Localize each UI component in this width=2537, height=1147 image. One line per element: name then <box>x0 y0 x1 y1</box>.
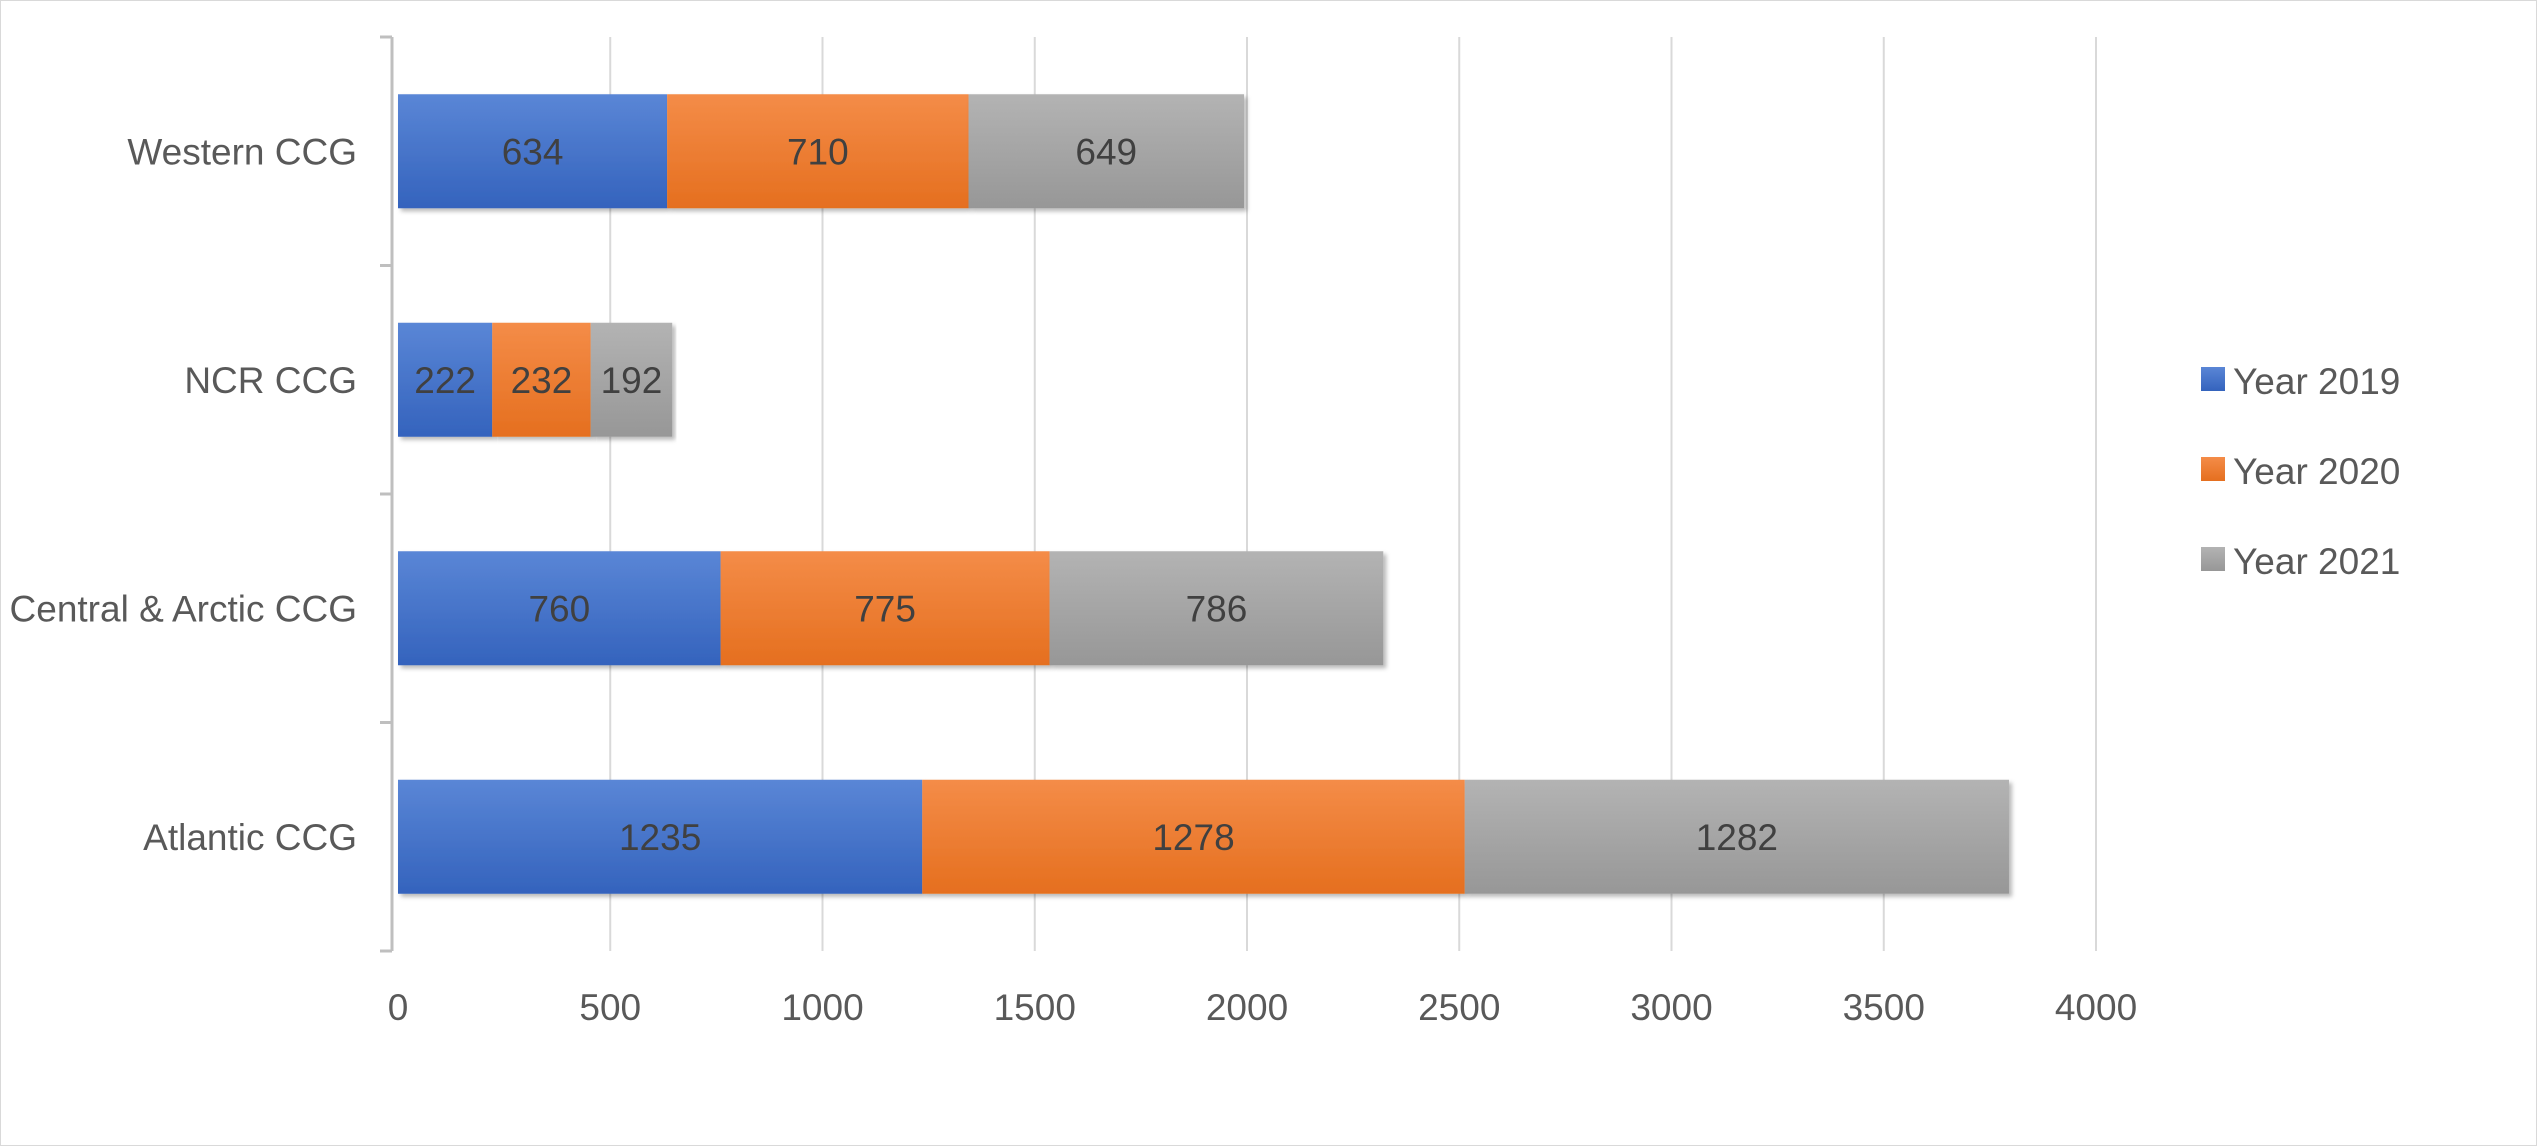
data-labels: 1235 1278 1282 760 775 786 222 232 192 634 710 649 <box>414 131 1778 858</box>
bar-segment[interactable] <box>968 94 1245 209</box>
legend-swatch <box>2201 367 2225 391</box>
data-label: 710 <box>787 131 849 172</box>
data-label: 649 <box>1075 131 1137 172</box>
data-label: 775 <box>854 588 916 629</box>
legend-label: Year 2020 <box>2233 451 2400 492</box>
data-label: 1282 <box>1696 817 1778 858</box>
bar-segment[interactable] <box>398 551 721 666</box>
x-axis-tick-labels: 0 500 1000 1500 2000 2500 3000 3500 4000 <box>388 987 2137 1028</box>
x-tick-label: 3000 <box>1630 987 1712 1028</box>
data-label: 232 <box>511 360 573 401</box>
bar-segment[interactable] <box>720 551 1050 666</box>
x-tick-label: 500 <box>579 987 641 1028</box>
category-label: Central & Arctic CCG <box>10 588 357 629</box>
bar-segment[interactable] <box>398 94 668 209</box>
data-label: 786 <box>1186 588 1248 629</box>
data-label: 634 <box>502 131 564 172</box>
data-label: 760 <box>528 588 590 629</box>
bar-segment[interactable] <box>922 779 1465 894</box>
x-tick-label: 3500 <box>1843 987 1925 1028</box>
category-axis <box>380 35 394 953</box>
data-label: 192 <box>601 360 663 401</box>
bar-segment[interactable] <box>590 322 673 437</box>
category-label: Western CCG <box>127 131 357 172</box>
x-tick-label: 4000 <box>2055 987 2137 1028</box>
bar-segment[interactable] <box>398 779 923 894</box>
bar-segment[interactable] <box>398 322 493 437</box>
data-label: 1235 <box>619 817 701 858</box>
category-label: Atlantic CCG <box>143 817 357 858</box>
bar-segment[interactable] <box>1464 779 2009 894</box>
legend-label: Year 2019 <box>2233 361 2400 402</box>
category-label: NCR CCG <box>184 360 357 401</box>
bars <box>398 94 2009 894</box>
x-tick-label: 1500 <box>994 987 1076 1028</box>
category-labels: Atlantic CCG Central & Arctic CCG NCR CCG W… <box>10 131 357 858</box>
legend-label: Year 2021 <box>2233 541 2400 582</box>
bar-segment[interactable] <box>492 322 591 437</box>
x-tick-label: 0 <box>388 987 409 1028</box>
x-tick-label: 1000 <box>781 987 863 1028</box>
data-label: 222 <box>414 360 476 401</box>
legend-swatch <box>2201 457 2225 481</box>
x-tick-label: 2000 <box>1206 987 1288 1028</box>
bar-segment[interactable] <box>667 94 969 209</box>
legend: Year 2019 Year 2020 Year 2021 <box>2201 361 2400 582</box>
x-tick-label: 2500 <box>1418 987 1500 1028</box>
data-label: 1278 <box>1152 817 1234 858</box>
bar-segment[interactable] <box>1049 551 1384 666</box>
legend-swatch <box>2201 547 2225 571</box>
